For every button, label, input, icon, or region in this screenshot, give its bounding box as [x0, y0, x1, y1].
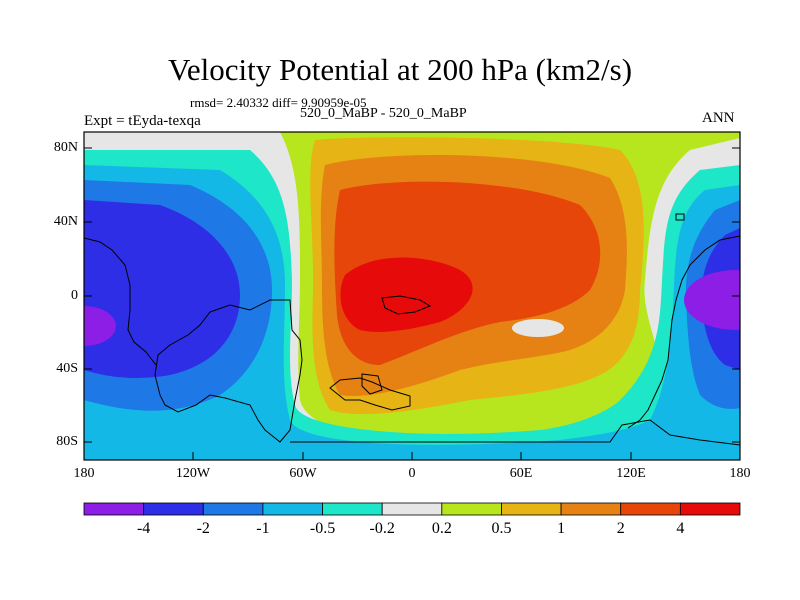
axis-ticks — [83, 147, 741, 460]
colorbar-swatch-6 — [441, 502, 502, 516]
coastline-west-continent — [84, 237, 157, 366]
coastline-antarctica — [290, 419, 740, 446]
stats-label: rmsd= 2.40332 diff= 9.90959e-05 — [190, 95, 367, 110]
colorbar-label-6: 0.5 — [491, 520, 512, 537]
contour-field — [84, 132, 740, 460]
coastlines — [84, 213, 740, 446]
plot-title: Velocity Potential at 200 hPa (km2/s) — [167, 52, 633, 87]
colorbar-swatch-8 — [560, 502, 622, 516]
lon-label-180w: 180 — [73, 466, 95, 481]
lat-label-0: 0 — [71, 288, 78, 303]
contour-band-below-m4-east — [684, 270, 740, 330]
coastline-island-ne — [675, 213, 685, 221]
coastline-madagascar — [361, 373, 383, 395]
colorbar-swatch-7 — [501, 502, 562, 516]
colorbar-label-4: -0.2 — [369, 520, 395, 537]
coastline-east-continent — [627, 235, 740, 429]
colorbar-swatch-1 — [143, 502, 204, 516]
lat-label-80s: 80S — [56, 434, 78, 449]
colorbar-label-5: 0.2 — [431, 520, 452, 537]
coastline-equatorial-island — [381, 295, 432, 315]
colorbar — [83, 502, 741, 516]
colorbar-label-8: 2 — [616, 520, 625, 537]
lat-label-40n: 40N — [53, 214, 78, 229]
colorbar-swatch-4 — [322, 502, 383, 516]
lon-label-120e: 120E — [616, 466, 646, 481]
colorbar-label-0: -4 — [136, 520, 151, 537]
colorbar-label-9: 4 — [676, 520, 685, 537]
lon-label-120w: 120W — [175, 466, 211, 481]
colorbar-label-7: 1 — [557, 520, 566, 537]
contour-band-m1-m2 — [84, 180, 740, 411]
lon-label-60e: 60E — [509, 466, 533, 481]
contour-island-near-zero — [512, 319, 564, 337]
coastline-africa-pen — [329, 377, 411, 411]
lat-label-40s: 40S — [56, 361, 78, 376]
contour-band-m2-m4 — [84, 200, 740, 378]
colorbar-swatch-9 — [620, 502, 681, 516]
colorbar-swatch-3 — [262, 502, 323, 516]
season-label: ANN — [702, 110, 735, 126]
case-label: 520_0_MaBP - 520_0_MaBP — [300, 106, 467, 121]
lon-label-0: 0 — [408, 466, 416, 481]
experiment-label: Expt = tEyda-texqa — [84, 113, 201, 129]
contour-band-above-4 — [340, 257, 473, 333]
colorbar-label-3: -0.5 — [309, 520, 336, 537]
coastline-south-america — [154, 299, 303, 443]
colorbar-swatch-0 — [83, 502, 145, 516]
lon-label-60w: 60W — [289, 466, 317, 481]
colorbar-swatch-5 — [381, 502, 443, 516]
colorbar-swatch-2 — [202, 502, 264, 516]
lon-label-180e: 180 — [729, 466, 751, 481]
colorbar-swatch-10 — [679, 502, 741, 516]
lat-label-80n: 80N — [53, 140, 78, 155]
colorbar-label-2: -1 — [256, 520, 270, 537]
colorbar-label-1: -2 — [196, 520, 210, 537]
contour-band-below-m4-west — [84, 306, 116, 346]
